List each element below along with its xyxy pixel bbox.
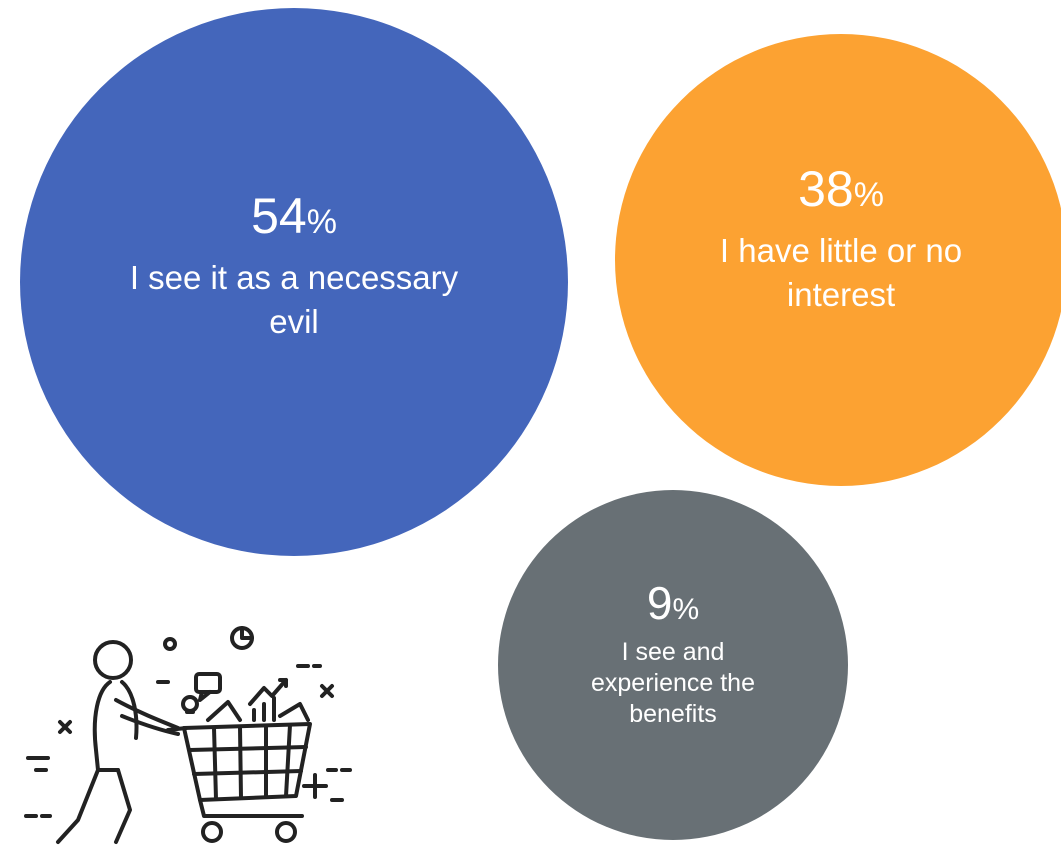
percent-symbol: % [853,175,884,214]
percent-symbol: % [306,202,337,241]
bubble-label: I see it as a necessary evil [129,258,459,340]
bubble-label: I see and experience the benefits [590,638,755,728]
bubble-value-wrap: 9% [647,580,699,627]
shopping-cart-person-icon [24,626,352,844]
bubble-value-wrap: 54% [251,191,337,242]
percent-symbol: % [672,593,700,626]
bubble-value: 38 [798,160,854,217]
bubble-benefits: 9% I see and experience the benefits [498,490,848,840]
bubble-label: I have little or no interest [719,231,963,313]
bubble-little-interest: 38% I have little or no interest [615,34,1061,486]
bubble-value-wrap: 38% [798,164,884,215]
bubble-value: 54 [251,187,307,244]
bubble-value: 9 [646,577,673,629]
bubble-necessary-evil: 54% I see it as a necessary evil [20,8,568,556]
